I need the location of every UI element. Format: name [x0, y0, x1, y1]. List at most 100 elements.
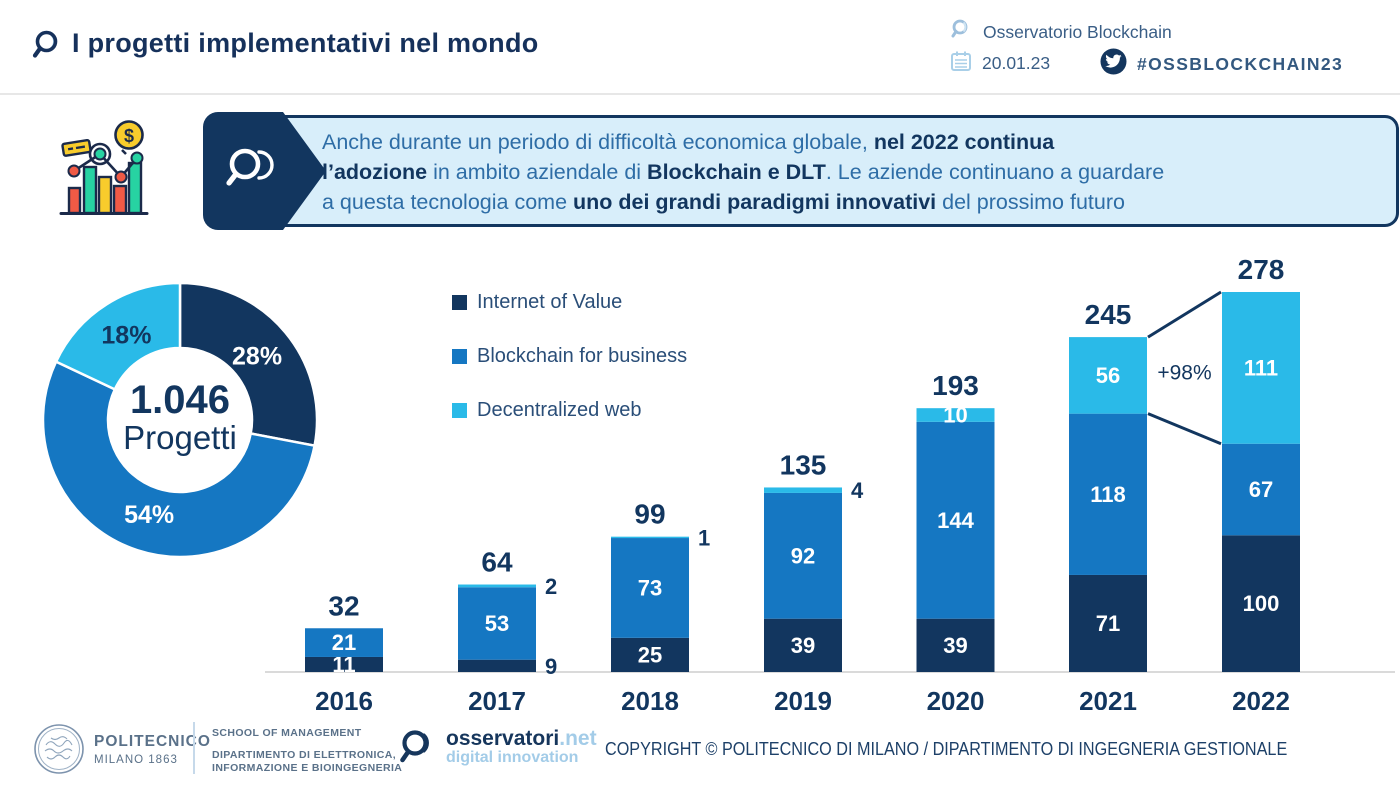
segment-value-label: 39 [943, 633, 967, 658]
annotation-line-bottom [1147, 412, 1222, 446]
copyright-text: COPYRIGHT © POLITECNICO DI MILANO / DIPA… [605, 739, 1288, 759]
segment-value-label: 11 [332, 652, 355, 677]
date: 20.01.23 [982, 53, 1051, 73]
legend-item: Decentralized web [452, 399, 687, 422]
osservatori-name: osservatori [446, 727, 560, 750]
segment-value-label: 39 [791, 633, 815, 658]
callout-text: Anche durante un periodo di difficoltà e… [322, 130, 1165, 214]
page-title: I progetti implementativi nel mondo [72, 28, 539, 58]
callout-magnifier-icon [226, 148, 274, 186]
donut-slice-label: 18% [101, 322, 151, 350]
callout-box [250, 115, 1399, 227]
bar-segment [1222, 535, 1300, 672]
segment-value-label: 111 [1244, 355, 1278, 380]
bar-total-label: 64 [481, 547, 513, 578]
annotation-text: +98% [1157, 362, 1211, 385]
bar-segment [916, 421, 995, 619]
osservatori-logo: osservatori.net digital innovation [398, 726, 597, 775]
bar-total-label: 278 [1238, 254, 1285, 285]
legend-swatch [452, 349, 467, 364]
donut-chart: 28% 54% 18% 1.046 Progetti [41, 281, 319, 562]
bar-segment [764, 492, 842, 619]
segment-value-label: 4 [851, 478, 864, 503]
segment-value-label: 53 [485, 611, 509, 636]
hashtag: #OSSBLOCKCHAIN23 [1137, 53, 1344, 74]
footer-divider [193, 722, 195, 774]
donut-slice [178, 281, 319, 448]
segment-value-label: 21 [332, 630, 356, 655]
bar-segment [458, 659, 536, 672]
legend-label: Blockchain for business [477, 345, 688, 367]
bar-total-label: 245 [1085, 299, 1132, 330]
bar-segment [611, 637, 689, 672]
osservatori-magnifier-icon [398, 726, 440, 775]
header: I progetti implementativi nel mondo Osse… [0, 0, 1400, 95]
segment-value-label: 2 [545, 574, 557, 599]
segment-value-label: 67 [1249, 477, 1273, 502]
legend-swatch [452, 403, 467, 418]
callout-arrow [203, 112, 328, 235]
magnifier-icon [30, 27, 68, 70]
segment-value-label: 144 [937, 508, 974, 533]
bar-segment [1069, 337, 1147, 414]
bar-segment [1069, 574, 1147, 672]
bar-segment [764, 618, 842, 672]
segment-value-label: 25 [638, 642, 662, 667]
dept-line-2: INFORMAZIONE E BIOINGEGNERIA [212, 762, 403, 774]
politecnico-sub: MILANO 1863 [94, 754, 178, 766]
twitter-icon [1100, 48, 1127, 80]
bar-segment [458, 584, 536, 588]
bar-segment [305, 656, 383, 672]
osservatori-tagline: digital innovation [446, 749, 579, 766]
bar-total-label: 135 [780, 449, 827, 480]
donut-slice-label: 54% [124, 501, 174, 529]
bar-total-label: 99 [634, 499, 665, 530]
bar-segment [916, 618, 995, 672]
bar-segment [916, 408, 995, 422]
segment-value-label: 71 [1096, 611, 1120, 636]
segment-value-label: 10 [943, 403, 967, 428]
donut-center-label: Progetti [123, 419, 237, 456]
donut-center-value: 1.046 [130, 378, 230, 422]
politecnico-logo-text: POLITECNICO MILANO 1863 [94, 733, 211, 766]
legend-label: Internet of Value [477, 291, 623, 313]
segment-value-label: 92 [791, 543, 815, 568]
bar-segment [1222, 443, 1300, 536]
segment-value-label: 1 [698, 525, 710, 550]
dept-line-1: DIPARTIMENTO DI ELETTRONICA, [212, 749, 397, 761]
legend-swatch [452, 295, 467, 310]
school-of-management-text: SCHOOL OF MANAGEMENT DIPARTIMENTO DI ELE… [212, 727, 402, 775]
bar-segment [1222, 292, 1300, 444]
donut-slice-label: 28% [232, 342, 282, 370]
donut-slice [54, 281, 182, 392]
bar-segment [458, 587, 536, 660]
brand-name: Osservatorio Blockchain [983, 21, 1172, 42]
svg-text:$: $ [124, 126, 134, 146]
bar-segment [764, 487, 842, 493]
legend-item: Internet of Value [452, 291, 687, 314]
annotation-line-top [1147, 290, 1222, 339]
legend-item: Blockchain for business [452, 345, 687, 368]
school-line: SCHOOL OF MANAGEMENT [212, 727, 362, 739]
segment-value-label: 9 [545, 654, 557, 679]
segment-value-label: 56 [1096, 363, 1120, 388]
politecnico-seal-icon [33, 723, 85, 780]
segment-value-label: 73 [638, 575, 662, 600]
footer: POLITECNICO MILANO 1863 SCHOOL OF MANAGE… [0, 710, 1400, 787]
calendar-icon [950, 50, 972, 77]
growth-chart-illustration: $ [53, 116, 153, 229]
bar-segment [305, 628, 383, 657]
chart-legend: Internet of Value Blockchain for business… [452, 291, 687, 422]
bar-total-label: 193 [932, 370, 979, 401]
stacked-bar-chart: 11 21 32 2016 9 53 2 64 2017 25 73 1 99 2018 39 92 4 135 2… [0, 240, 1400, 725]
bar-segment [611, 536, 689, 539]
bar-total-label: 32 [328, 590, 359, 621]
politecnico-name: POLITECNICO [94, 733, 211, 750]
segment-value-label: 100 [1243, 591, 1280, 616]
legend-label: Decentralized web [477, 399, 642, 421]
bar-segment [1069, 413, 1147, 575]
donut-slice [41, 360, 317, 559]
segment-value-label: 118 [1090, 482, 1126, 507]
osservatori-net: .net [559, 727, 597, 750]
